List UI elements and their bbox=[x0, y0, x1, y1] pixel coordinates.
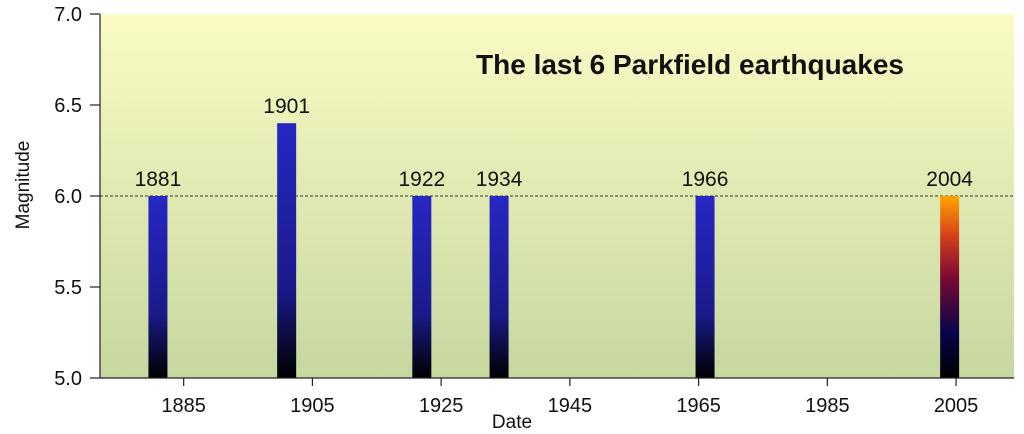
bar-label-1966: 1966 bbox=[682, 168, 729, 191]
y-tick-label: 5.0 bbox=[54, 368, 82, 390]
bar-label-1922: 1922 bbox=[398, 168, 445, 191]
bar-label-2004: 2004 bbox=[926, 168, 973, 191]
x-tick-label: 1905 bbox=[290, 395, 335, 417]
bar-label-1881: 1881 bbox=[135, 168, 182, 191]
x-tick-label: 1945 bbox=[548, 395, 593, 417]
x-tick-label: 2005 bbox=[934, 395, 979, 417]
y-tick-label: 5.5 bbox=[54, 277, 82, 299]
bar-1922 bbox=[412, 196, 432, 378]
y-tick-label: 6.0 bbox=[54, 186, 82, 208]
bar-label-1901: 1901 bbox=[263, 95, 310, 118]
bar-1966 bbox=[695, 196, 715, 378]
bar-1881 bbox=[148, 196, 168, 378]
bar-label-1934: 1934 bbox=[476, 168, 523, 191]
x-tick-label: 1885 bbox=[161, 395, 206, 417]
x-axis-title: Date bbox=[492, 412, 532, 433]
bar-1934 bbox=[489, 196, 509, 378]
chart-title: The last 6 Parkfield earthquakes bbox=[476, 49, 904, 80]
y-tick-label: 6.5 bbox=[54, 95, 82, 117]
x-tick-label: 1985 bbox=[805, 395, 850, 417]
y-tick-label: 7.0 bbox=[54, 4, 82, 26]
bar-2004 bbox=[940, 196, 960, 378]
y-axis-title: Magnitude bbox=[13, 141, 34, 230]
bar-1901 bbox=[277, 123, 297, 378]
x-tick-label: 1965 bbox=[676, 395, 721, 417]
x-tick-label: 1925 bbox=[419, 395, 464, 417]
